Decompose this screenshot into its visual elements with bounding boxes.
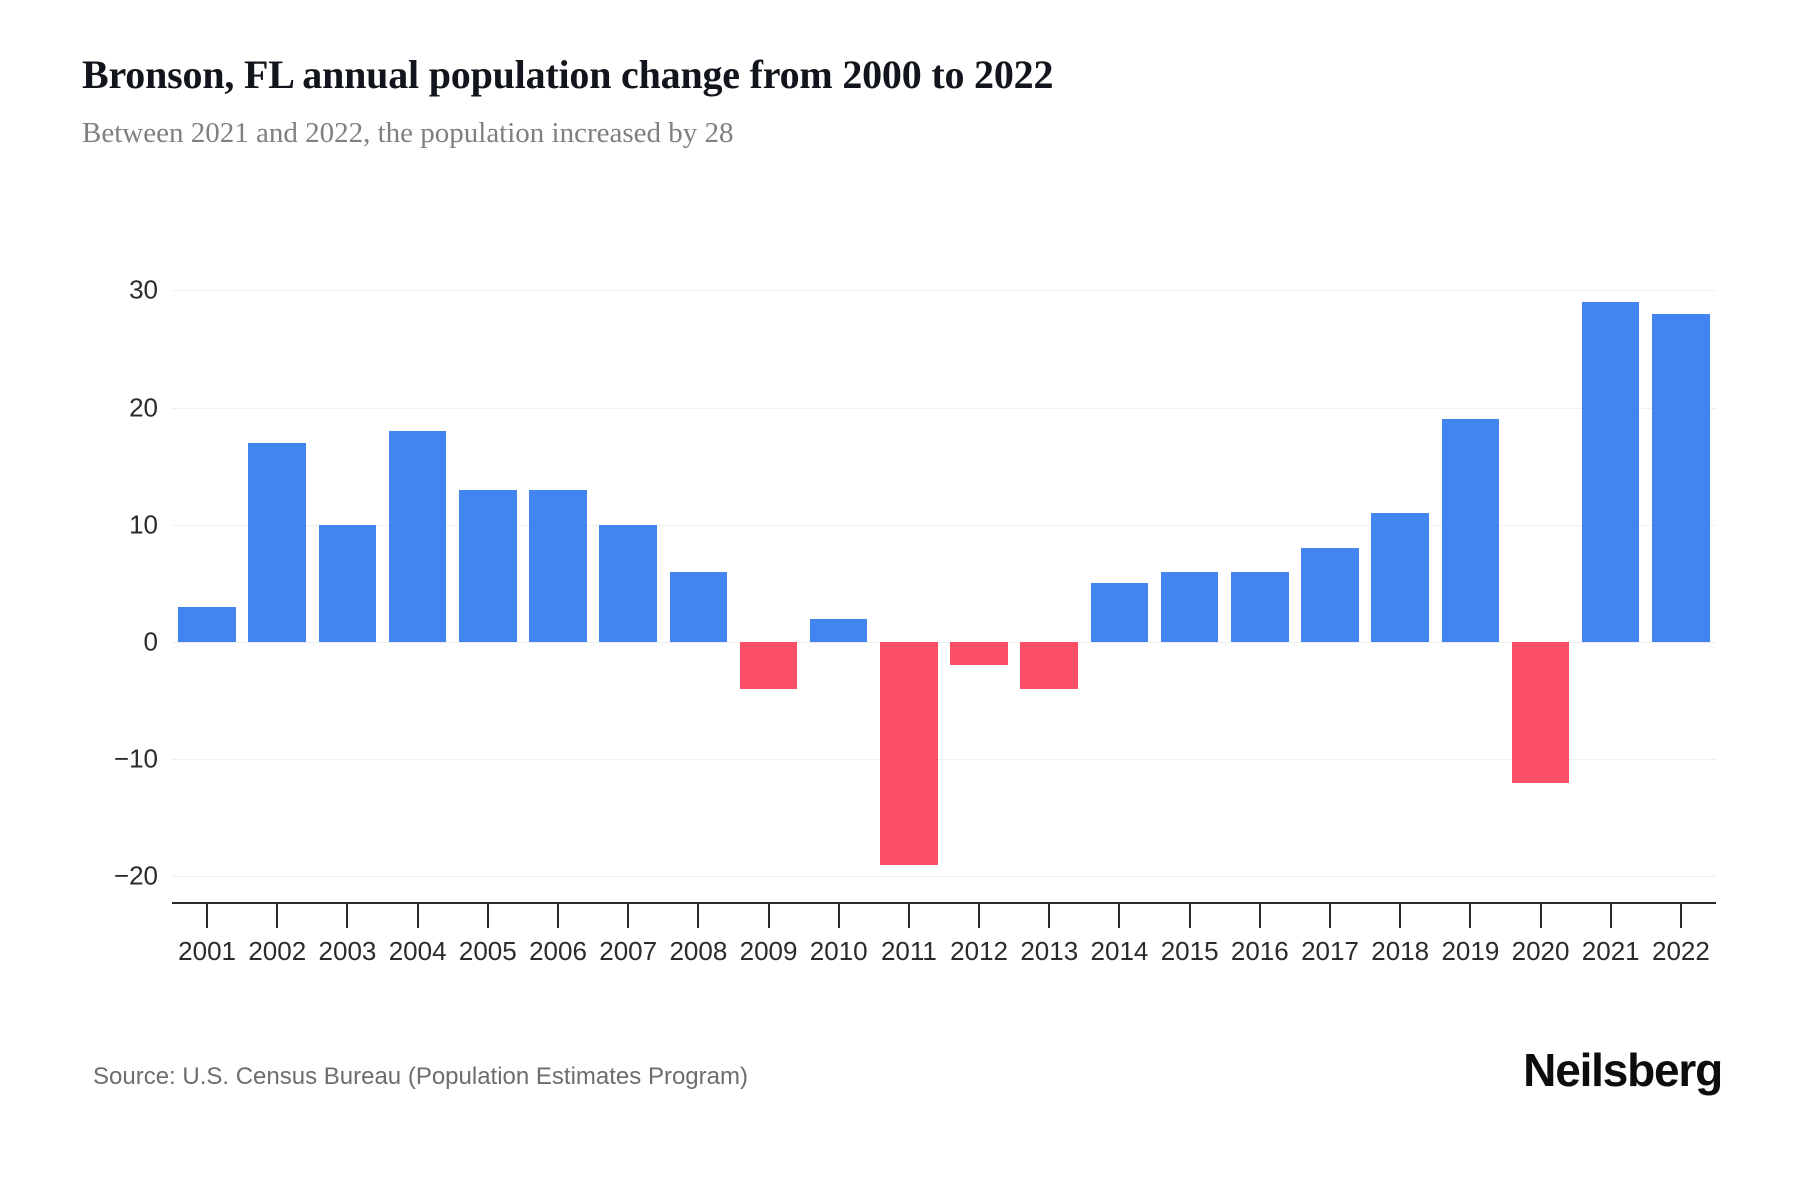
x-axis-tick-label: 2001 — [178, 936, 236, 966]
bar[interactable] — [1441, 419, 1500, 642]
bar[interactable] — [178, 606, 236, 642]
x-axis-tick-label: 2013 — [1020, 936, 1079, 966]
x-axis-tick-mark — [486, 904, 489, 928]
bar[interactable] — [669, 571, 728, 642]
x-axis-tick-label: 2012 — [950, 936, 1008, 966]
x-axis-tick-label: 2009 — [739, 936, 798, 966]
y-axis-tick-label: −10 — [113, 743, 158, 774]
brand-logo: Neilsberg — [1523, 1044, 1723, 1096]
x-axis-tick-label: 2017 — [1301, 936, 1359, 966]
x-axis-tick-label: 2010 — [809, 936, 868, 966]
x-axis-tick-mark — [1329, 904, 1331, 928]
x-axis-tick-mark — [837, 904, 840, 928]
gridline--10 — [172, 759, 1716, 761]
page-title: Bronson, FL annual population change fro… — [82, 52, 1054, 97]
y-axis-tick-label: −20 — [113, 860, 158, 891]
x-axis-tick-mark — [767, 904, 770, 928]
x-axis-tick-mark — [276, 904, 279, 928]
bar[interactable] — [318, 524, 377, 642]
x-axis-tick-label: 2011 — [880, 936, 937, 966]
bar[interactable] — [809, 618, 868, 642]
x-axis-tick-label: 2022 — [1651, 936, 1710, 966]
bar[interactable] — [1090, 583, 1149, 642]
bar[interactable] — [950, 642, 1008, 666]
bar[interactable] — [1020, 642, 1079, 689]
gridline-30 — [172, 290, 1716, 292]
x-axis-tick-mark — [416, 904, 419, 928]
x-axis-tick-label: 2003 — [318, 936, 377, 966]
gridline-0 — [172, 642, 1716, 643]
x-axis-tick-mark — [1469, 904, 1472, 928]
x-axis-tick-mark — [1118, 904, 1121, 928]
x-axis-tick-mark — [1258, 904, 1261, 928]
x-axis-tick-label: 2002 — [248, 936, 307, 966]
x-axis-tick-mark — [697, 904, 700, 928]
x-axis-tick-mark — [627, 904, 630, 928]
x-axis-tick-mark — [1679, 904, 1682, 928]
x-axis-tick-label: 2014 — [1090, 936, 1149, 966]
x-axis-tick-label: 2015 — [1160, 936, 1219, 966]
x-axis-tick-mark — [1188, 904, 1191, 928]
x-axis-tick-mark — [1399, 904, 1402, 928]
chart-subtitle: Between 2021 and 2022, the population in… — [82, 117, 734, 149]
bar[interactable] — [739, 642, 798, 689]
x-axis-tick-label: 2021 — [1581, 936, 1640, 966]
x-axis-tick-label: 2018 — [1371, 936, 1430, 966]
plot-area: 30 20 10 0 −10 −20 2001 2002 2003 2004 2005 2006 20… — [114, 275, 1716, 966]
y-axis-tick-label: 20 — [129, 392, 158, 423]
x-axis-tick-label: 2006 — [529, 936, 587, 966]
chart-header: Bronson, FL annual population change fro… — [82, 52, 1722, 151]
source-note: Source: U.S. Census Bureau (Population E… — [93, 1063, 748, 1090]
bar[interactable] — [1511, 642, 1570, 783]
bar[interactable] — [1160, 571, 1219, 642]
x-axis-tick-label: 2005 — [458, 936, 517, 966]
bar[interactable] — [459, 489, 517, 642]
y-axis-tick-label: 0 — [143, 626, 158, 657]
bar[interactable] — [1231, 571, 1289, 642]
x-axis-tick-label: 2008 — [669, 936, 728, 966]
bar[interactable] — [1581, 302, 1640, 642]
x-axis-tick-label: 2016 — [1230, 936, 1289, 966]
bar[interactable] — [388, 431, 447, 642]
x-axis-line — [172, 902, 1716, 904]
bar[interactable] — [529, 489, 587, 642]
bar[interactable] — [880, 642, 938, 865]
bar[interactable] — [1652, 313, 1710, 642]
x-axis-tick-label: 2004 — [388, 936, 447, 966]
x-axis-tick-mark — [1539, 904, 1542, 928]
x-axis-tick-mark — [978, 904, 981, 928]
x-axis-tick-mark — [557, 904, 559, 928]
bar[interactable] — [599, 524, 657, 642]
bar[interactable] — [1371, 513, 1429, 642]
x-axis-tick-mark — [1609, 904, 1612, 928]
bar[interactable] — [1301, 548, 1359, 642]
x-axis-tick-label: 2019 — [1441, 936, 1500, 966]
y-axis-tick-label: 30 — [129, 274, 158, 305]
gridline-20 — [172, 407, 1716, 409]
gridline-10 — [172, 524, 1716, 526]
gridline--20 — [172, 876, 1716, 878]
x-axis-tick-mark — [907, 904, 910, 928]
bar[interactable] — [248, 442, 307, 642]
y-axis-tick-label: 10 — [129, 509, 158, 540]
x-axis-tick-mark — [346, 904, 349, 928]
x-axis-tick-mark — [1048, 904, 1051, 928]
x-axis-tick-mark — [206, 904, 209, 928]
x-axis-tick-label: 2007 — [599, 936, 658, 966]
x-axis-tick-label: 2020 — [1511, 936, 1570, 966]
